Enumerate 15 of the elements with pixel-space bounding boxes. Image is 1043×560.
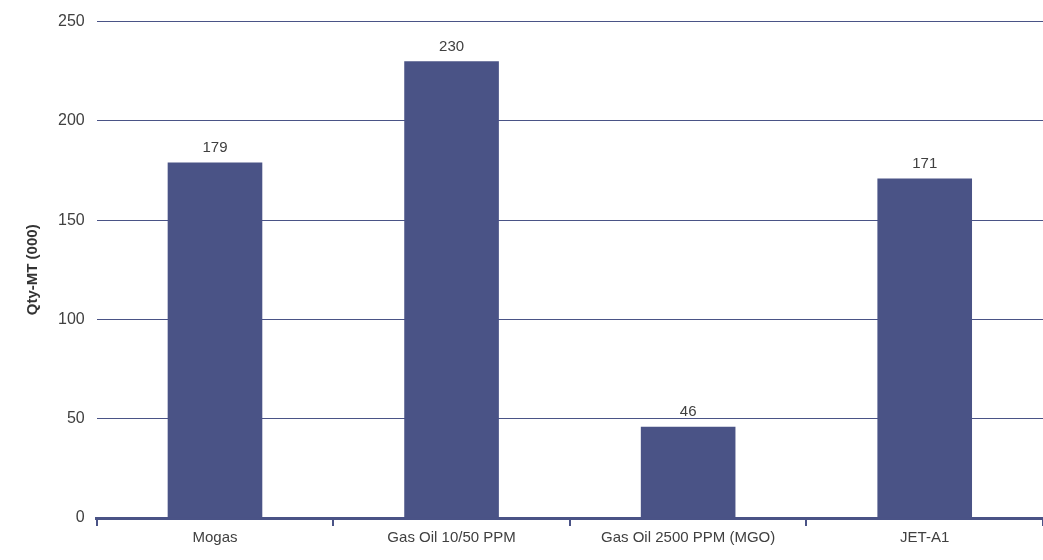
y-tick-label: 150 xyxy=(57,210,85,228)
y-tick-label: 250 xyxy=(57,12,85,30)
y-tick-label: 200 xyxy=(57,111,85,129)
data-label: 46 xyxy=(679,402,697,420)
x-tick-label: Gas Oil 10/50 PPM xyxy=(387,528,516,546)
y-tick-label: 50 xyxy=(66,409,85,427)
data-label: 230 xyxy=(439,36,465,54)
y-tick-label: 100 xyxy=(57,309,85,327)
x-tick-label: JET-A1 xyxy=(900,528,950,546)
data-label: 179 xyxy=(202,138,228,156)
y-tick-label: 0 xyxy=(75,508,85,526)
x-tick-label: Gas Oil 2500 PPM (MGO) xyxy=(601,528,776,546)
x-tick-label: Mogas xyxy=(192,528,238,546)
y-axis-title: Qty-MT (000) xyxy=(23,224,41,316)
data-label: 171 xyxy=(912,154,938,172)
